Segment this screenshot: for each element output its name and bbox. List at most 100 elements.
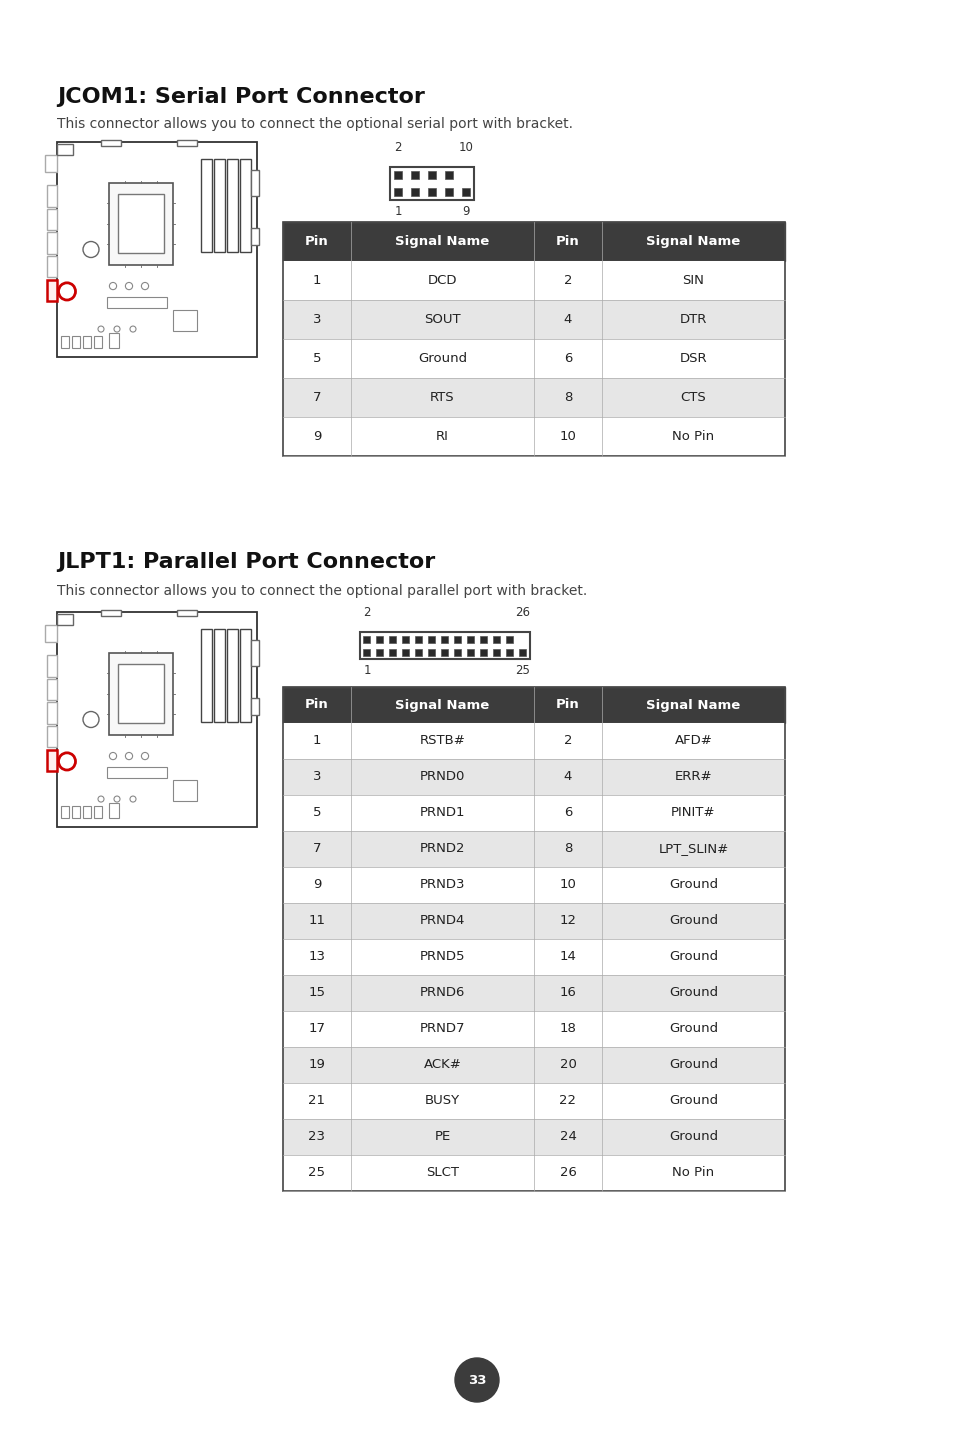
Bar xyxy=(467,649,474,656)
Text: 33: 33 xyxy=(467,1373,486,1386)
Bar xyxy=(454,649,461,656)
Text: PRND0: PRND0 xyxy=(419,770,465,783)
Text: DSR: DSR xyxy=(679,352,706,365)
Circle shape xyxy=(98,326,104,332)
Text: 8: 8 xyxy=(563,842,572,855)
Text: 4: 4 xyxy=(563,314,572,326)
Bar xyxy=(351,299,534,339)
Bar xyxy=(351,1011,534,1047)
Bar xyxy=(109,803,119,819)
Bar xyxy=(444,170,453,179)
Bar xyxy=(47,185,57,206)
Text: PE: PE xyxy=(434,1130,450,1144)
Text: 2: 2 xyxy=(563,735,572,748)
Text: 8: 8 xyxy=(563,391,572,404)
Bar xyxy=(109,183,172,265)
Bar xyxy=(83,335,91,348)
Bar xyxy=(283,723,351,759)
Bar xyxy=(394,170,401,179)
Bar xyxy=(283,831,351,866)
Bar xyxy=(351,939,534,975)
Text: Signal Name: Signal Name xyxy=(646,699,740,712)
Bar xyxy=(506,636,513,643)
Text: PRND3: PRND3 xyxy=(419,878,465,892)
Bar xyxy=(601,299,784,339)
Text: PRND4: PRND4 xyxy=(419,915,465,928)
Bar xyxy=(441,636,448,643)
Bar xyxy=(227,629,237,722)
Bar xyxy=(534,687,601,723)
Text: 7: 7 xyxy=(313,391,321,404)
Bar xyxy=(213,159,225,252)
Bar xyxy=(351,831,534,866)
Bar xyxy=(45,155,57,172)
Bar xyxy=(363,649,370,656)
Text: 3: 3 xyxy=(313,314,321,326)
Bar xyxy=(601,939,784,975)
Bar xyxy=(283,1118,351,1156)
Bar xyxy=(283,759,351,795)
Bar xyxy=(57,145,73,155)
Bar xyxy=(428,188,436,196)
Text: ERR#: ERR# xyxy=(674,770,712,783)
Bar xyxy=(506,649,513,656)
Bar xyxy=(351,723,534,759)
Bar xyxy=(601,378,784,417)
Bar xyxy=(376,636,383,643)
Bar xyxy=(394,188,401,196)
Bar xyxy=(251,228,258,245)
Bar xyxy=(283,417,351,455)
Circle shape xyxy=(83,712,99,727)
Bar xyxy=(47,702,57,723)
Bar xyxy=(534,417,601,455)
Text: Pin: Pin xyxy=(556,699,579,712)
Text: 4: 4 xyxy=(563,770,572,783)
Bar xyxy=(172,779,196,800)
Text: Pin: Pin xyxy=(305,235,329,248)
Text: 16: 16 xyxy=(559,987,576,1000)
Bar xyxy=(389,649,396,656)
Bar xyxy=(601,866,784,904)
Bar xyxy=(283,222,784,261)
Bar xyxy=(47,232,57,253)
Bar xyxy=(351,1083,534,1118)
Bar xyxy=(454,636,461,643)
Bar xyxy=(428,636,435,643)
Bar xyxy=(601,1118,784,1156)
Bar xyxy=(351,687,534,723)
Bar xyxy=(57,611,256,828)
Bar xyxy=(283,687,784,1191)
Bar xyxy=(45,624,57,642)
Text: PINIT#: PINIT# xyxy=(671,806,715,819)
Bar xyxy=(390,168,474,200)
Bar xyxy=(534,1156,601,1191)
Text: 10: 10 xyxy=(458,140,473,155)
Bar xyxy=(57,142,256,357)
Bar xyxy=(47,679,57,700)
Circle shape xyxy=(83,242,99,258)
Text: 9: 9 xyxy=(313,430,321,442)
Bar xyxy=(109,653,172,735)
Bar xyxy=(601,1011,784,1047)
Text: RI: RI xyxy=(436,430,449,442)
Bar xyxy=(172,309,196,331)
Text: 1: 1 xyxy=(313,735,321,748)
Text: CTS: CTS xyxy=(679,391,705,404)
Text: This connector allows you to connect the optional parallel port with bracket.: This connector allows you to connect the… xyxy=(57,584,587,599)
Bar xyxy=(283,339,351,378)
Bar xyxy=(493,649,500,656)
Text: PRND5: PRND5 xyxy=(419,951,465,964)
Text: Ground: Ground xyxy=(668,987,718,1000)
Bar xyxy=(283,299,351,339)
Bar xyxy=(101,610,121,616)
Bar xyxy=(213,629,225,722)
Bar xyxy=(47,279,57,301)
Bar xyxy=(402,636,409,643)
Text: 20: 20 xyxy=(559,1058,576,1071)
Circle shape xyxy=(113,326,120,332)
Bar xyxy=(441,649,448,656)
Bar xyxy=(351,417,534,455)
Text: BUSY: BUSY xyxy=(424,1094,459,1107)
Bar xyxy=(416,636,422,643)
Text: Ground: Ground xyxy=(668,951,718,964)
